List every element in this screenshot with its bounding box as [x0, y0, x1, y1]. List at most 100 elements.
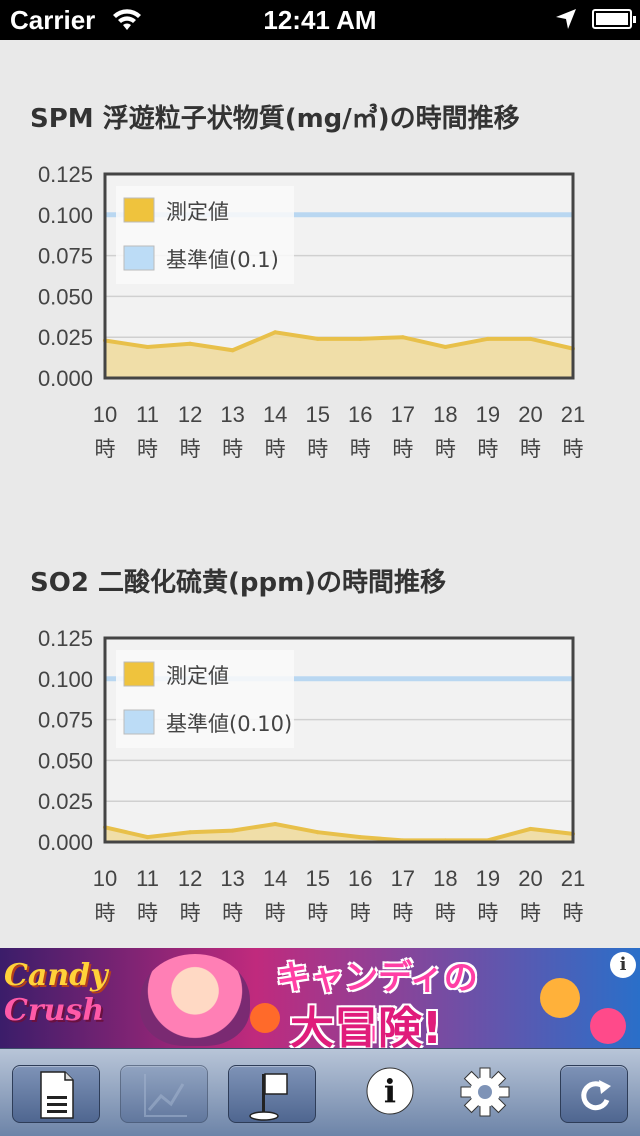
x-tick-label: 14 — [263, 402, 287, 427]
data-point — [230, 828, 235, 833]
so2-chart: 0.1250.1000.0750.0500.0250.00010時11時12時1… — [38, 626, 585, 925]
x-tick-unit: 時 — [435, 901, 456, 925]
x-tick-label: 16 — [348, 866, 372, 891]
flag-icon — [249, 1073, 288, 1121]
legend-swatch-measured — [123, 197, 155, 223]
settings-button[interactable] — [455, 1065, 515, 1123]
y-tick-label: 0.075 — [38, 244, 93, 269]
x-tick-unit: 時 — [350, 901, 371, 925]
main-content: SPM 浮遊粒子状物質(mg/㎥)の時間推移 0.125 0.100 0.075 0.… — [0, 40, 640, 948]
y-tick-label: 0.050 — [38, 748, 93, 773]
document-icon — [40, 1071, 74, 1119]
x-tick-unit: 時 — [307, 901, 328, 925]
ad-banner[interactable]: Candy Crush キャンディの国で 大冒険! i — [0, 948, 640, 1048]
info-button[interactable]: i — [360, 1065, 420, 1123]
data-point — [145, 344, 150, 349]
data-point — [273, 822, 278, 827]
x-tick-label: 21 — [561, 866, 585, 891]
data-point — [443, 344, 448, 349]
x-tick-label: 10 — [93, 402, 117, 427]
data-point — [358, 336, 363, 341]
y-tick-label: 0.125 — [38, 162, 93, 187]
x-tick-label: 11 — [136, 402, 159, 427]
location-arrow-icon — [554, 7, 578, 38]
legend-label-standard: 基準値(0.10) — [166, 712, 292, 736]
x-tick-label: 20 — [518, 402, 542, 427]
refresh-icon — [581, 1080, 611, 1111]
x-tick-unit: 時 — [477, 901, 498, 925]
x-tick-unit: 時 — [180, 437, 201, 461]
bottom-toolbar: i — [0, 1048, 640, 1136]
ad-info-icon[interactable]: i — [610, 952, 636, 978]
character-illustration — [140, 954, 250, 1046]
y-tick-label: 0.025 — [38, 789, 93, 814]
x-tick-unit: 時 — [95, 437, 116, 461]
y-tick-label: 0.125 — [38, 626, 93, 651]
legend-label-measured: 測定値 — [166, 664, 229, 688]
chart-icon — [144, 1074, 187, 1117]
status-bar: Carrier 12:41 AM — [0, 0, 640, 40]
legend-label-standard: 基準値(0.1) — [166, 248, 279, 272]
document-button[interactable] — [12, 1065, 100, 1123]
chart-button[interactable] — [120, 1065, 208, 1123]
refresh-button[interactable] — [560, 1065, 628, 1123]
x-tick-unit: 時 — [265, 437, 286, 461]
x-tick-label: 20 — [518, 866, 542, 891]
data-point — [315, 830, 320, 835]
logo-line2: Crush — [4, 993, 105, 1028]
y-tick-label: 0.025 — [38, 325, 93, 350]
x-tick-label: 13 — [220, 402, 244, 427]
x-tick-label: 19 — [476, 866, 500, 891]
x-tick-label: 10 — [93, 866, 117, 891]
data-point — [188, 830, 193, 835]
data-point — [528, 826, 533, 831]
x-tick-label: 19 — [476, 402, 500, 427]
flag-button[interactable] — [228, 1065, 316, 1123]
data-point — [145, 835, 150, 840]
x-tick-label: 15 — [305, 866, 329, 891]
x-tick-label: 12 — [178, 402, 202, 427]
data-point — [528, 336, 533, 341]
x-tick-unit: 時 — [477, 437, 498, 461]
candy-decoration — [540, 978, 580, 1018]
y-tick-label: 0.075 — [38, 708, 93, 733]
x-tick-unit: 時 — [563, 901, 584, 925]
x-tick-unit: 時 — [520, 901, 541, 925]
y-tick-label: 0.050 — [38, 284, 93, 309]
x-tick-unit: 時 — [137, 901, 158, 925]
x-tick-unit: 時 — [137, 437, 158, 461]
y-tick-label: 0.000 — [38, 366, 93, 391]
x-tick-label: 11 — [136, 866, 159, 891]
wifi-icon — [112, 6, 142, 39]
info-icon: i — [366, 1067, 414, 1115]
y-tick-label: 0.100 — [38, 203, 93, 228]
x-tick-label: 17 — [391, 402, 415, 427]
measured-area — [105, 824, 573, 842]
svg-text:i: i — [384, 1072, 396, 1110]
x-tick-label: 15 — [305, 402, 329, 427]
data-point — [230, 348, 235, 353]
legend-swatch-standard — [123, 245, 155, 271]
x-tick-unit: 時 — [222, 901, 243, 925]
x-tick-label: 21 — [561, 402, 585, 427]
x-tick-unit: 時 — [392, 437, 413, 461]
data-point — [400, 335, 405, 340]
x-tick-unit: 時 — [222, 437, 243, 461]
x-tick-unit: 時 — [392, 901, 413, 925]
logo-line1: Candy — [4, 958, 108, 993]
ad-headline: キャンディの国で — [276, 958, 478, 1047]
candy-decoration — [250, 1003, 280, 1033]
x-tick-unit: 時 — [265, 901, 286, 925]
x-tick-unit: 時 — [95, 901, 116, 925]
data-point — [188, 341, 193, 346]
legend-swatch-measured — [123, 661, 155, 687]
x-tick-label: 18 — [433, 402, 457, 427]
x-tick-label: 13 — [220, 866, 244, 891]
chart-title-so2: SO2 二酸化硫黄(ppm)の時間推移 — [30, 568, 447, 598]
x-tick-label: 17 — [391, 866, 415, 891]
candy-decoration — [590, 1008, 626, 1044]
x-tick-unit: 時 — [563, 437, 584, 461]
x-tick-label: 16 — [348, 402, 372, 427]
